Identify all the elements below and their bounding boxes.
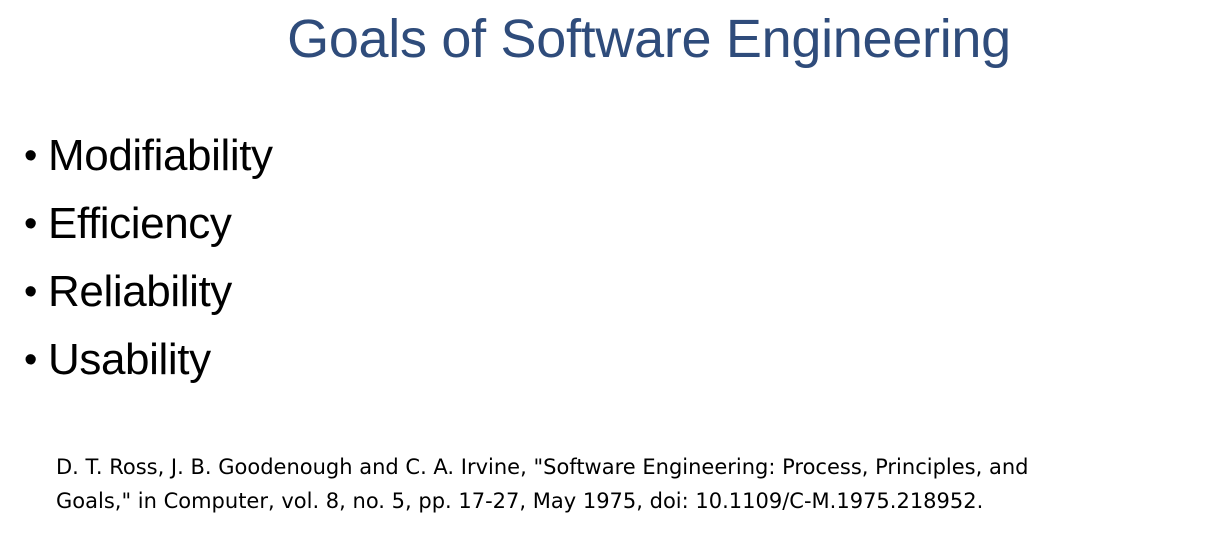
citation-line-2: Goals," in Computer, vol. 8, no. 5, pp. …: [56, 489, 984, 513]
bullet-icon: •: [24, 271, 38, 313]
bullet-label: Usability: [48, 335, 211, 384]
bullet-icon: •: [24, 203, 38, 245]
citation: D. T. Ross, J. B. Goodenough and C. A. I…: [56, 450, 1196, 518]
citation-line-1: D. T. Ross, J. B. Goodenough and C. A. I…: [56, 455, 1029, 479]
bullet-icon: •: [24, 339, 38, 381]
bullet-item-usability: • Usability: [24, 326, 724, 394]
bullet-label: Modifiability: [48, 131, 273, 180]
bullet-item-efficiency: • Efficiency: [24, 190, 724, 258]
bullet-item-modifiability: • Modifiability: [24, 122, 724, 190]
bullet-label: Reliability: [48, 267, 232, 316]
slide-title: Goals of Software Engineering: [287, 9, 1011, 69]
bullet-item-reliability: • Reliability: [24, 258, 724, 326]
bullet-list: • Modifiability • Efficiency • Reliabili…: [24, 122, 724, 394]
bullet-label: Efficiency: [48, 199, 232, 248]
bullet-icon: •: [24, 135, 38, 177]
